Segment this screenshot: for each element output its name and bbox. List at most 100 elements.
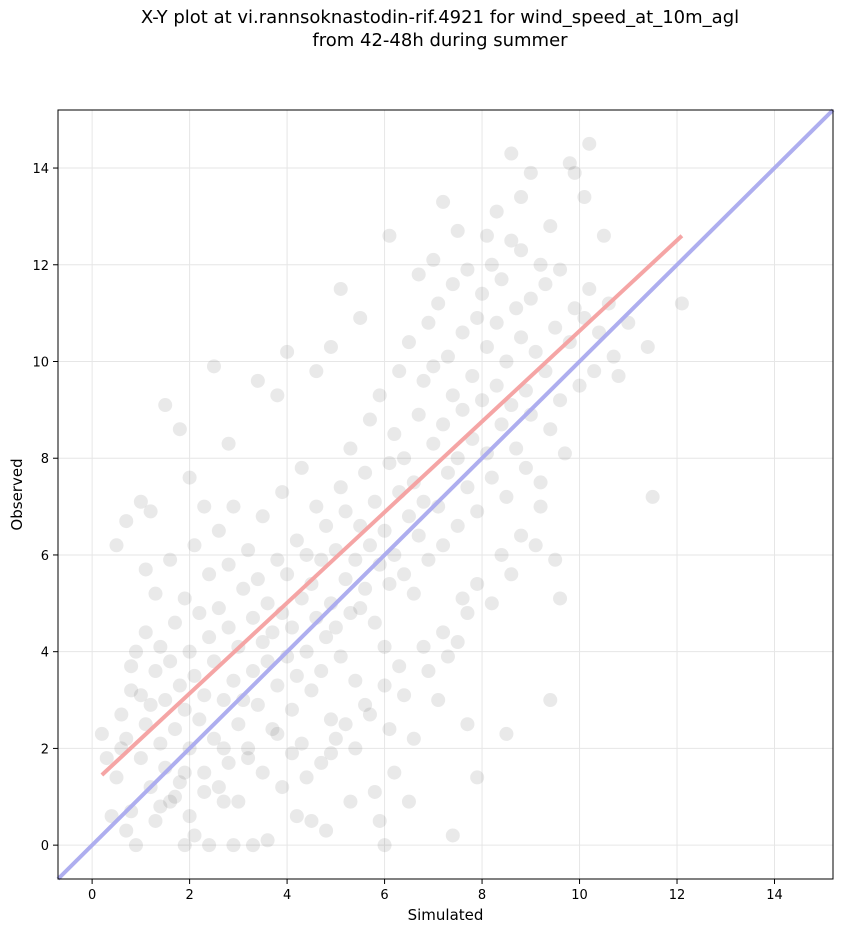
scatter-point (582, 281, 597, 296)
scatter-point (645, 489, 660, 504)
scatter-point (265, 625, 280, 640)
scatter-point (416, 373, 431, 388)
scatter-point (479, 228, 494, 243)
scatter-point (436, 625, 451, 640)
scatter-point (553, 591, 568, 606)
scatter-point (460, 717, 475, 732)
scatter-point (674, 296, 689, 311)
scatter-point (543, 219, 558, 234)
scatter-point (362, 412, 377, 427)
scatter-point (372, 388, 387, 403)
scatter-point (436, 194, 451, 209)
scatter-point (182, 809, 197, 824)
scatter-point (421, 315, 436, 330)
scatter-point (197, 499, 212, 514)
scatter-point (187, 668, 202, 683)
plot-frame (57, 109, 834, 880)
scatter-point (489, 204, 504, 219)
scatter-point (445, 277, 460, 292)
scatter-point (211, 601, 226, 616)
scatter-point (504, 233, 519, 248)
scatter-point (460, 480, 475, 495)
scatter-point (528, 344, 543, 359)
scatter-point (124, 659, 139, 674)
scatter-point (523, 291, 538, 306)
scatter-point (299, 644, 314, 659)
scatter-point (509, 301, 524, 316)
scatter-point (221, 620, 236, 635)
scatter-point (241, 741, 256, 756)
scatter-point (440, 349, 455, 364)
scatter-point (177, 702, 192, 717)
y-tick-label: 2 (41, 742, 49, 757)
scatter-point (167, 615, 182, 630)
scatter-point (436, 538, 451, 553)
scatter-point (202, 567, 217, 582)
scatter-point (523, 165, 538, 180)
scatter-point (338, 504, 353, 519)
scatter-point (421, 552, 436, 567)
scatter-point (484, 596, 499, 611)
scatter-point (421, 664, 436, 679)
scatter-point (255, 509, 270, 524)
scatter-point (143, 504, 158, 519)
scatter-point (406, 731, 421, 746)
scatter-point (504, 567, 519, 582)
scatter-point (455, 591, 470, 606)
scatter-point (314, 552, 329, 567)
scatter-point (177, 838, 192, 853)
scatter-point (187, 538, 202, 553)
scatter-point (124, 683, 139, 698)
scatter-point (460, 605, 475, 620)
scatter-point (543, 422, 558, 437)
scatter-point (606, 349, 621, 364)
scatter-point (172, 422, 187, 437)
scatter-point (611, 369, 626, 384)
scatter-point (470, 310, 485, 325)
scatter-point (138, 717, 153, 732)
scatter-point (260, 596, 275, 611)
scatter-point (499, 354, 514, 369)
scatter-point (167, 789, 182, 804)
scatter-point (358, 465, 373, 480)
scatter-point (148, 586, 163, 601)
scatter-point (241, 543, 256, 558)
scatter-point (470, 504, 485, 519)
scatter-point (202, 630, 217, 645)
scatter-point (455, 325, 470, 340)
scatter-point (216, 741, 231, 756)
scatter-points (94, 136, 689, 853)
scatter-point (562, 156, 577, 171)
x-tick-label: 6 (380, 888, 388, 903)
scatter-point (440, 465, 455, 480)
scatter-point (518, 383, 533, 398)
scatter-point (416, 494, 431, 509)
scatter-point (382, 456, 397, 471)
scatter-point (553, 393, 568, 408)
scatter-point (382, 228, 397, 243)
scatter-point (514, 330, 529, 345)
scatter-point (338, 717, 353, 732)
chart-title-line-2: from 42-48h during summer (312, 30, 568, 51)
scatter-point (250, 373, 265, 388)
scatter-point (245, 838, 260, 853)
scatter-point (401, 794, 416, 809)
one-to-one-line (56, 108, 835, 881)
scatter-point (504, 398, 519, 413)
scatter-point (553, 262, 568, 277)
scatter-point (504, 146, 519, 161)
x-tick-label: 4 (283, 888, 291, 903)
y-tick-label: 8 (41, 452, 49, 467)
scatter-point (289, 809, 304, 824)
scatter-point (596, 228, 611, 243)
y-axis-label: Observed (8, 458, 26, 530)
scatter-point (557, 446, 572, 461)
scatter-point (450, 518, 465, 533)
scatter-point (299, 770, 314, 785)
scatter-point (348, 741, 363, 756)
scatter-point (548, 320, 563, 335)
x-tick-label: 2 (185, 888, 193, 903)
scatter-point (416, 639, 431, 654)
scatter-point (577, 190, 592, 205)
scatter-point (367, 494, 382, 509)
